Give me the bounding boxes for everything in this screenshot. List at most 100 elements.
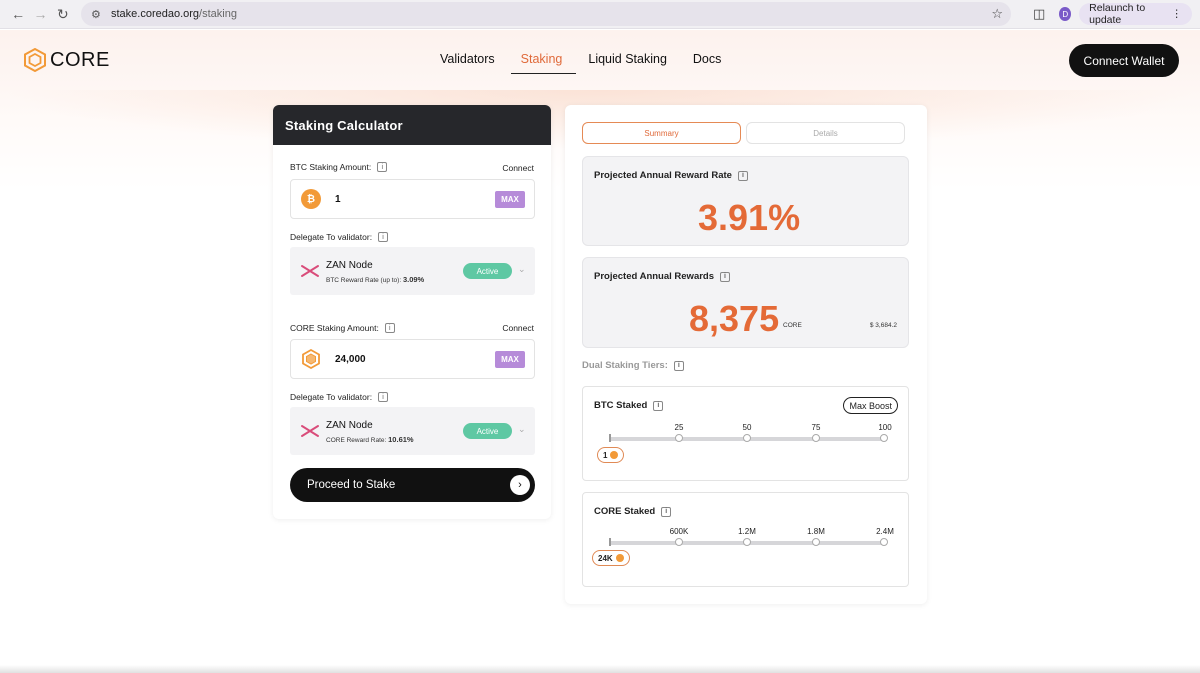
info-icon[interactable]: i (673, 360, 684, 371)
status-badge: Active (463, 423, 512, 439)
proceed-to-stake-button[interactable]: Proceed to Stake › (290, 468, 535, 502)
tick-label: 100 (878, 423, 892, 432)
connect-wallet-button[interactable]: Connect Wallet (1069, 44, 1179, 77)
btc-staked-value: 1 (603, 450, 608, 460)
nav-validators[interactable]: Validators (440, 52, 495, 66)
core-rate-label: CORE Reward Rate: (326, 437, 387, 444)
bitcoin-icon (610, 451, 619, 459)
chevron-down-icon[interactable]: ⌄ (518, 424, 526, 434)
proceed-label: Proceed to Stake (307, 479, 396, 491)
info-icon[interactable]: i (661, 506, 672, 517)
btc-tier-slider[interactable] (609, 434, 888, 442)
reload-icon[interactable]: ↻ (56, 5, 69, 22)
core-coin-icon (302, 349, 320, 369)
btc-connect-link[interactable]: Connect (502, 163, 534, 173)
core-logo[interactable]: CORE (24, 48, 110, 72)
nav-liquid-staking[interactable]: Liquid Staking (588, 52, 667, 66)
url-host: stake.coredao.org (110, 8, 200, 20)
info-icon[interactable]: i (720, 271, 731, 282)
tick-marker (880, 538, 888, 546)
annual-rewards-title: Projected Annual Rewards (594, 271, 715, 282)
info-icon[interactable]: i (378, 392, 389, 402)
core-amount-value[interactable]: 24,000 (335, 353, 366, 365)
btc-reward-rate: BTC Reward Rate (up to): 3.09% (326, 275, 424, 284)
core-staked-chip: 24K (592, 550, 630, 566)
tick-label: 50 (742, 423, 752, 432)
btc-rate-label: BTC Reward Rate (up to): (326, 277, 402, 284)
annual-rewards-title-row: Projected Annual Rewards i (594, 271, 731, 282)
core-max-button[interactable]: MAX (495, 351, 525, 368)
relaunch-button[interactable]: Relaunch to update ⋮ (1079, 2, 1192, 26)
core-staked-value: 24K (598, 553, 613, 563)
back-icon[interactable]: ← (11, 6, 26, 22)
core-tier-slider[interactable] (609, 538, 888, 546)
annual-rewards-unit: CORE (783, 322, 802, 329)
tick-marker (675, 538, 683, 546)
core-validator-select[interactable]: ZAN Node CORE Reward Rate: 10.61% Active… (290, 407, 535, 455)
btc-delegate-label-row: Delegate To validator: i (290, 232, 389, 242)
address-bar[interactable]: ⚙ stake.coredao.org/staking ☆ (80, 2, 1011, 26)
btc-validator-name: ZAN Node (326, 260, 373, 271)
more-menu-icon[interactable]: ⋮ (1171, 8, 1182, 20)
core-coin-icon (615, 554, 624, 562)
main-nav: Validators Staking Liquid Staking Docs (440, 52, 747, 74)
chevron-down-icon[interactable]: ⌄ (518, 264, 526, 274)
reward-rate-value: 3.91% (698, 197, 801, 238)
core-connect-link[interactable]: Connect (502, 323, 534, 333)
tick-label: 2.4M (876, 527, 894, 536)
tick-marker (880, 434, 888, 442)
core-rate-value: 10.61% (388, 435, 414, 444)
site-settings-icon[interactable]: ⚙ (91, 8, 101, 21)
core-staked-tier: CORE Staked i 600K 1.2M 1.8M 2.4M 24K (582, 492, 909, 587)
max-boost-badge: Max Boost (843, 397, 898, 414)
core-validator-name: ZAN Node (326, 420, 373, 431)
slider-handle[interactable] (609, 538, 611, 546)
tick-label: 600K (669, 527, 689, 536)
btc-amount-value[interactable]: 1 (335, 193, 341, 205)
info-icon[interactable]: i (653, 400, 664, 411)
info-icon[interactable]: i (378, 232, 389, 242)
page-bottom-shadow (0, 665, 1200, 673)
tab-details[interactable]: Details (746, 122, 905, 144)
bookmark-star-icon[interactable]: ☆ (991, 6, 1003, 21)
core-amount-input[interactable]: 24,000 MAX (290, 339, 535, 379)
btc-staked-title: BTC Staked (594, 400, 648, 411)
btc-amount-input[interactable]: ₿ 1 MAX (290, 179, 535, 219)
nav-staking[interactable]: Staking (510, 52, 576, 74)
reward-rate-title-row: Projected Annual Reward Rate i (594, 170, 748, 181)
core-amount-label: CORE Staking Amount: (290, 323, 379, 333)
info-icon[interactable]: i (737, 170, 748, 181)
info-icon[interactable]: i (377, 162, 388, 172)
btc-validator-select[interactable]: ZAN Node BTC Reward Rate (up to): 3.09% … (290, 247, 535, 295)
core-staked-title: CORE Staked (594, 506, 656, 517)
summary-card: Summary Details Projected Annual Reward … (565, 105, 927, 604)
staking-calculator-card: Staking Calculator BTC Staking Amount: i… (273, 105, 551, 519)
page: CORE Validators Staking Liquid Staking D… (0, 30, 1200, 673)
bitcoin-icon: ₿ (301, 189, 321, 209)
tick-marker (675, 434, 683, 442)
profile-avatar[interactable]: D (1059, 7, 1072, 21)
core-staked-title-row: CORE Staked i (594, 506, 672, 517)
btc-amount-label: BTC Staking Amount: (290, 162, 372, 172)
tick-label: 1.8M (807, 527, 825, 536)
forward-icon[interactable]: → (33, 6, 48, 22)
slider-handle[interactable] (609, 434, 611, 442)
tick-marker (743, 434, 751, 442)
info-icon[interactable]: i (384, 323, 395, 333)
tick-marker (743, 538, 751, 546)
btc-amount-label-row: BTC Staking Amount: i (290, 162, 388, 172)
zan-node-logo-icon (301, 265, 319, 277)
core-delegate-label-row: Delegate To validator: i (290, 392, 389, 402)
annual-rewards-panel: Projected Annual Rewards i 8,375 CORE $ … (582, 257, 909, 348)
nav-docs[interactable]: Docs (692, 52, 722, 66)
core-logo-icon (24, 48, 46, 72)
btc-max-button[interactable]: MAX (495, 191, 525, 208)
logo-text: CORE (50, 48, 110, 71)
extensions-icon[interactable]: ◫ (1032, 6, 1046, 21)
tab-summary[interactable]: Summary (582, 122, 741, 144)
btc-staked-chip: 1 (597, 447, 625, 463)
relaunch-label: Relaunch to update (1089, 2, 1146, 26)
btc-staked-title-row: BTC Staked i (594, 400, 664, 411)
tick-marker (812, 434, 820, 442)
tick-label: 25 (674, 423, 684, 432)
